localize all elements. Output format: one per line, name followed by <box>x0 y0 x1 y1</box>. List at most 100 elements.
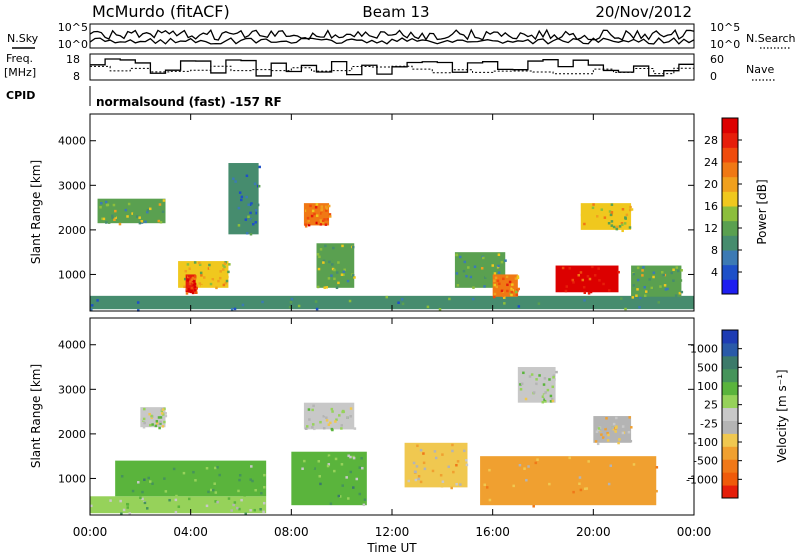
noise-right-label: N.Search <box>746 32 796 45</box>
power-speckle <box>610 224 614 227</box>
velocity-colorbar-swatch-3 <box>722 446 738 460</box>
power-speckle <box>223 265 226 269</box>
power-speckle <box>249 232 253 236</box>
power-speckle <box>417 304 421 308</box>
velocity-speckle <box>227 497 231 500</box>
velocity-speckle <box>162 410 166 413</box>
velocity-speckle <box>541 369 544 372</box>
velocity-speckle <box>604 427 607 431</box>
velocity-speckle <box>311 423 315 426</box>
velocity-speckle <box>483 483 487 487</box>
power-speckle <box>624 206 628 210</box>
velocity-speckle <box>346 416 349 419</box>
power-speckle <box>491 264 494 267</box>
velocity-speckle <box>417 474 421 478</box>
velocity-speckle <box>431 469 435 473</box>
power-speckle <box>623 222 627 225</box>
power-speckle <box>577 273 581 277</box>
velocity-speckle <box>139 496 142 499</box>
power-speckle <box>493 265 497 268</box>
velocity-speckle <box>441 453 444 456</box>
power-speckle <box>135 215 139 218</box>
power-speckle <box>161 210 165 214</box>
power-speckle <box>241 303 245 307</box>
power-speckle <box>244 216 248 220</box>
power-speckle <box>96 299 99 302</box>
power-speckle <box>315 221 319 225</box>
velocity-speckle <box>455 463 458 467</box>
power-speckle <box>241 166 244 169</box>
velocity-speckle <box>249 509 252 512</box>
power-speckle <box>599 218 602 222</box>
power-speckle <box>638 306 641 309</box>
power-speckle <box>245 232 249 235</box>
velocity-speckle <box>594 440 598 443</box>
power-speckle <box>323 286 327 289</box>
velocity-speckle <box>122 508 126 512</box>
velocity-speckle <box>143 478 146 482</box>
power-speckle <box>306 204 309 207</box>
power-speckle <box>645 290 648 293</box>
power-speckle <box>341 244 344 248</box>
power-speckle <box>146 209 150 212</box>
power-speckle <box>313 212 316 216</box>
power-speckle <box>467 274 471 277</box>
nave-tick-bottom: 0 <box>710 70 717 83</box>
power-speckle <box>186 263 190 266</box>
power-speckle <box>608 210 612 213</box>
velocity-speckle <box>363 498 367 502</box>
velocity-colorbar-tick-5: 100 <box>697 380 718 393</box>
velocity-speckle <box>330 427 334 431</box>
velocity-speckle <box>237 489 240 493</box>
power-speckle <box>503 302 506 305</box>
power-speckle <box>317 267 321 271</box>
velocity-speckle <box>187 497 191 501</box>
time-tick-label-0: 00:00 <box>73 525 108 539</box>
velocity-speckle <box>163 477 166 480</box>
power-speckle <box>249 211 252 215</box>
velocity-speckle <box>338 458 341 461</box>
power-speckle <box>666 287 669 291</box>
freq-tick-bottom: 8 <box>73 70 80 83</box>
velocity-speckle <box>148 480 152 483</box>
velocity-speckle <box>548 378 551 381</box>
velocity-speckle <box>352 486 355 489</box>
power-speckle <box>245 195 248 199</box>
power-speckle <box>183 277 187 281</box>
power-panel: 1000 2000 3000 4000 Slant Range [km] <box>29 113 695 312</box>
velocity-speckle <box>322 415 326 418</box>
power-speckle <box>157 212 161 215</box>
power-speckle <box>581 206 585 210</box>
power-speckle <box>348 299 352 303</box>
power-speckle <box>603 216 607 219</box>
velocity-speckle <box>603 425 606 429</box>
power-speckle <box>563 276 566 279</box>
power-speckle <box>190 267 194 270</box>
power-speckle <box>225 279 229 283</box>
power-speckle <box>319 219 322 222</box>
velocity-speckle <box>441 480 445 483</box>
velocity-speckle <box>253 478 256 481</box>
power-speckle <box>256 203 260 207</box>
power-speckle <box>222 268 225 271</box>
velocity-speckle <box>612 422 616 426</box>
velocity-speckle <box>230 509 233 512</box>
velocity-speckle <box>614 426 618 429</box>
velocity-speckle <box>456 460 460 463</box>
power-colorbar-swatch-11 <box>722 118 738 134</box>
velocity-speckle <box>205 466 209 470</box>
power-speckle <box>185 292 189 295</box>
power-colorbar: 4 8 12 16 20 24 28 <box>704 117 742 295</box>
velocity-speckle <box>141 490 144 494</box>
velocity-speckle <box>585 487 588 490</box>
velocity-speckle <box>331 410 334 413</box>
power-speckle <box>510 290 513 294</box>
power-colorbar-tick-0: 4 <box>711 266 718 279</box>
velocity-speckle <box>192 470 195 474</box>
power-speckle <box>237 224 241 227</box>
power-speckle <box>133 212 136 215</box>
power-speckle <box>240 198 243 202</box>
power-speckle <box>125 299 128 303</box>
power-speckle <box>493 292 497 296</box>
power-speckle <box>496 279 500 283</box>
